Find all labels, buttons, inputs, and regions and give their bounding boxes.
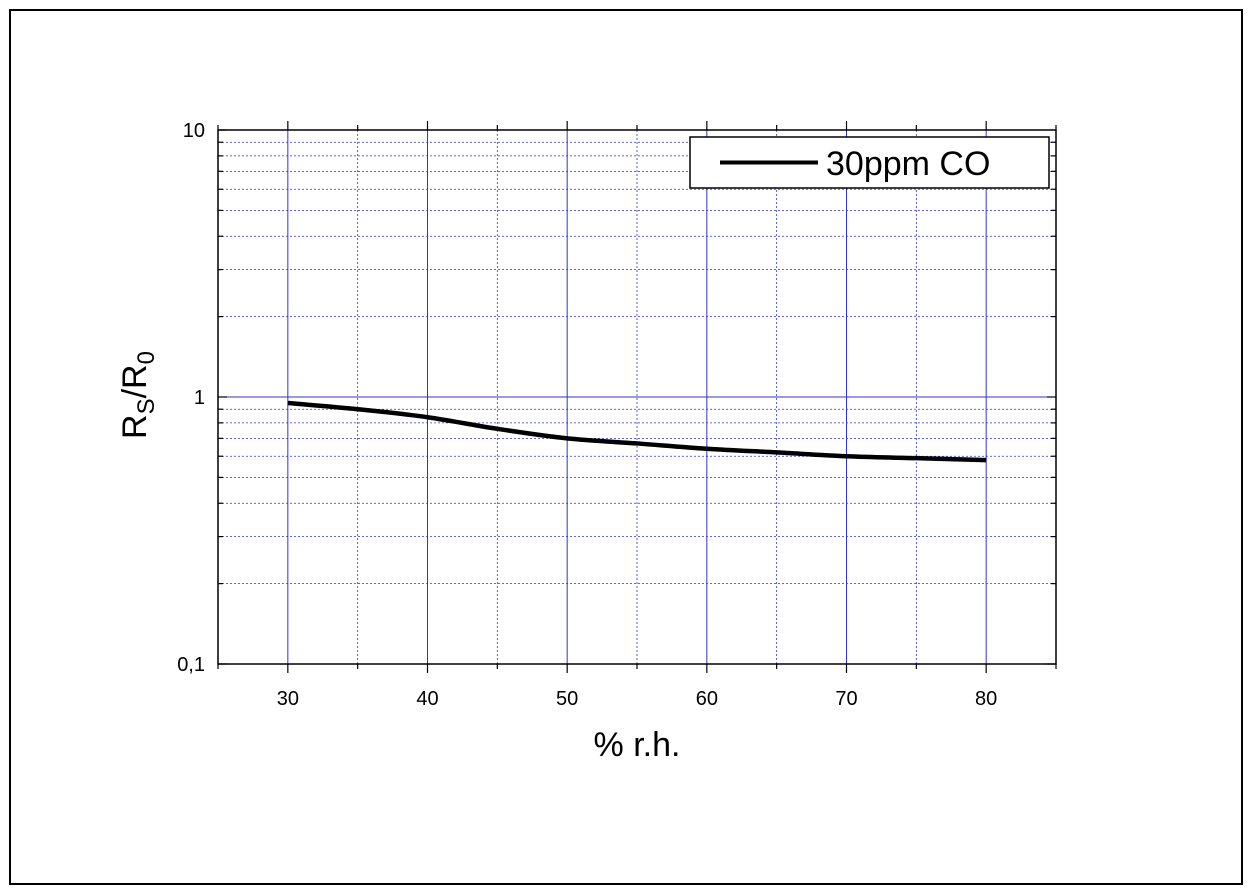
svg-text:RS/R0: RS/R0: [116, 351, 160, 439]
y-axis-title-sub2: 0: [133, 351, 160, 364]
y-axis-title-sub1: S: [133, 398, 160, 414]
series-layer: [287, 400, 987, 463]
axis-ticks: [217, 121, 1057, 673]
x-axis-title: % r.h.: [594, 726, 681, 764]
x-tick-label: 30: [277, 688, 299, 710]
x-tick-label: 80: [975, 688, 997, 710]
x-tick-label: 50: [556, 688, 578, 710]
x-tick-label: 70: [835, 688, 857, 710]
grid: [218, 130, 1056, 665]
x-tick-labels: 30 40 50 60 70 80: [277, 688, 998, 710]
x-tick-label: 40: [416, 688, 438, 710]
y-axis-title-main: R: [116, 414, 154, 439]
series-line-30ppm-co: [287, 400, 987, 463]
legend-label: 30ppm CO: [826, 145, 990, 183]
y-axis-title-sep: /R: [116, 364, 154, 398]
y-tick-label: 1: [194, 387, 205, 409]
y-tick-label: 10: [183, 120, 205, 142]
legend-box: [689, 136, 1050, 189]
y-tick-labels: 0,1 1 10: [177, 120, 205, 676]
legend: 30ppm CO: [689, 136, 1050, 189]
y-axis-title: RS/R0: [116, 351, 160, 439]
y-tick-label: 0,1: [177, 654, 205, 676]
x-tick-label: 60: [696, 688, 718, 710]
